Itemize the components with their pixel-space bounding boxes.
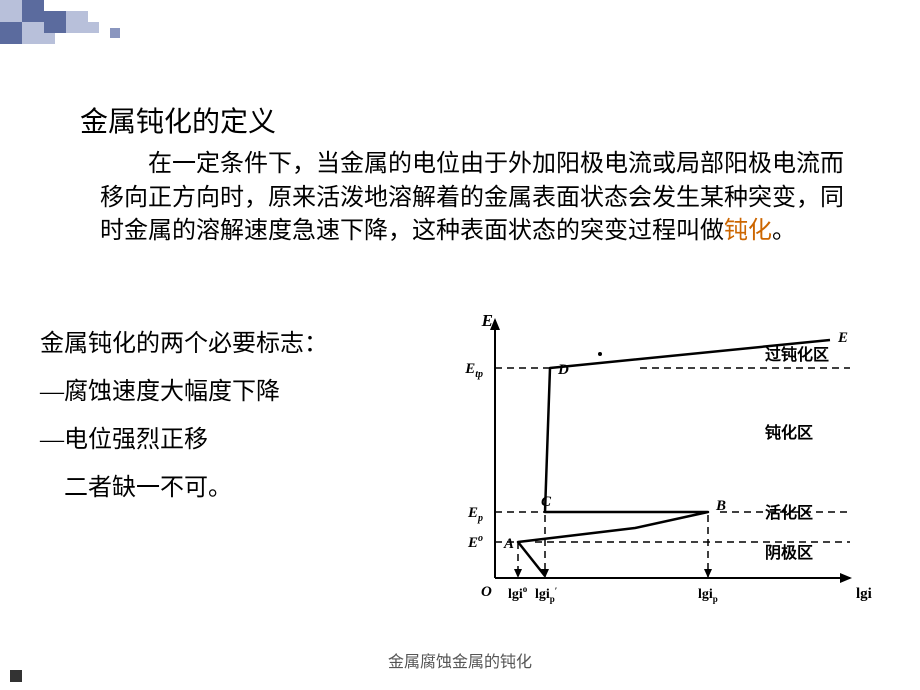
svg-text:E: E <box>481 311 493 330</box>
polarization-diagram: Elgi O Etp Ep Eo lgio lgip′ lgip A B C D E 过钝化区钝化区活化区… <box>410 310 880 620</box>
criteria-item-1: —腐蚀速度大幅度下降 <box>40 368 410 416</box>
criteria-heading: 金属钝化的两个必要标志： <box>40 320 410 368</box>
svg-text:C: C <box>541 494 552 510</box>
criteria-note: 二者缺一不可。 <box>40 464 410 512</box>
svg-text:Etp: Etp <box>464 361 483 380</box>
para-text-3: 。 <box>772 218 796 244</box>
svg-text:钝化区: 钝化区 <box>764 423 813 442</box>
slide-bullet-icon <box>10 670 22 682</box>
criteria-text: 金属钝化的两个必要标志： —腐蚀速度大幅度下降 —电位强烈正移 二者缺一不可。 <box>40 310 410 620</box>
svg-text:lgi: lgi <box>856 586 872 602</box>
svg-text:O: O <box>481 584 492 600</box>
svg-text:阴极区: 阴极区 <box>765 543 813 562</box>
svg-text:lgip′: lgip′ <box>535 586 557 604</box>
svg-text:A: A <box>503 536 514 552</box>
svg-text:B: B <box>715 498 726 514</box>
footer-text: 金属腐蚀金属的钝化 <box>0 648 920 672</box>
highlight-term: 钝化 <box>724 218 772 244</box>
svg-text:活化区: 活化区 <box>765 503 813 522</box>
corner-decoration <box>0 0 200 60</box>
section-title: 金属钝化的定义 <box>80 100 860 140</box>
svg-text:Ep: Ep <box>467 505 483 524</box>
svg-text:过钝化区: 过钝化区 <box>765 345 829 364</box>
svg-text:lgip: lgip <box>698 587 718 604</box>
svg-text:E: E <box>837 330 848 346</box>
svg-text:Eo: Eo <box>467 533 483 551</box>
svg-text:lgio: lgio <box>508 584 528 602</box>
svg-text:D: D <box>557 362 569 378</box>
criteria-item-2: —电位强烈正移 <box>40 416 410 464</box>
definition-paragraph: 在一定条件下，当金属的电位由于外加阳极电流或局部阳极电流而移向正方向时，原来活泼… <box>100 148 860 249</box>
